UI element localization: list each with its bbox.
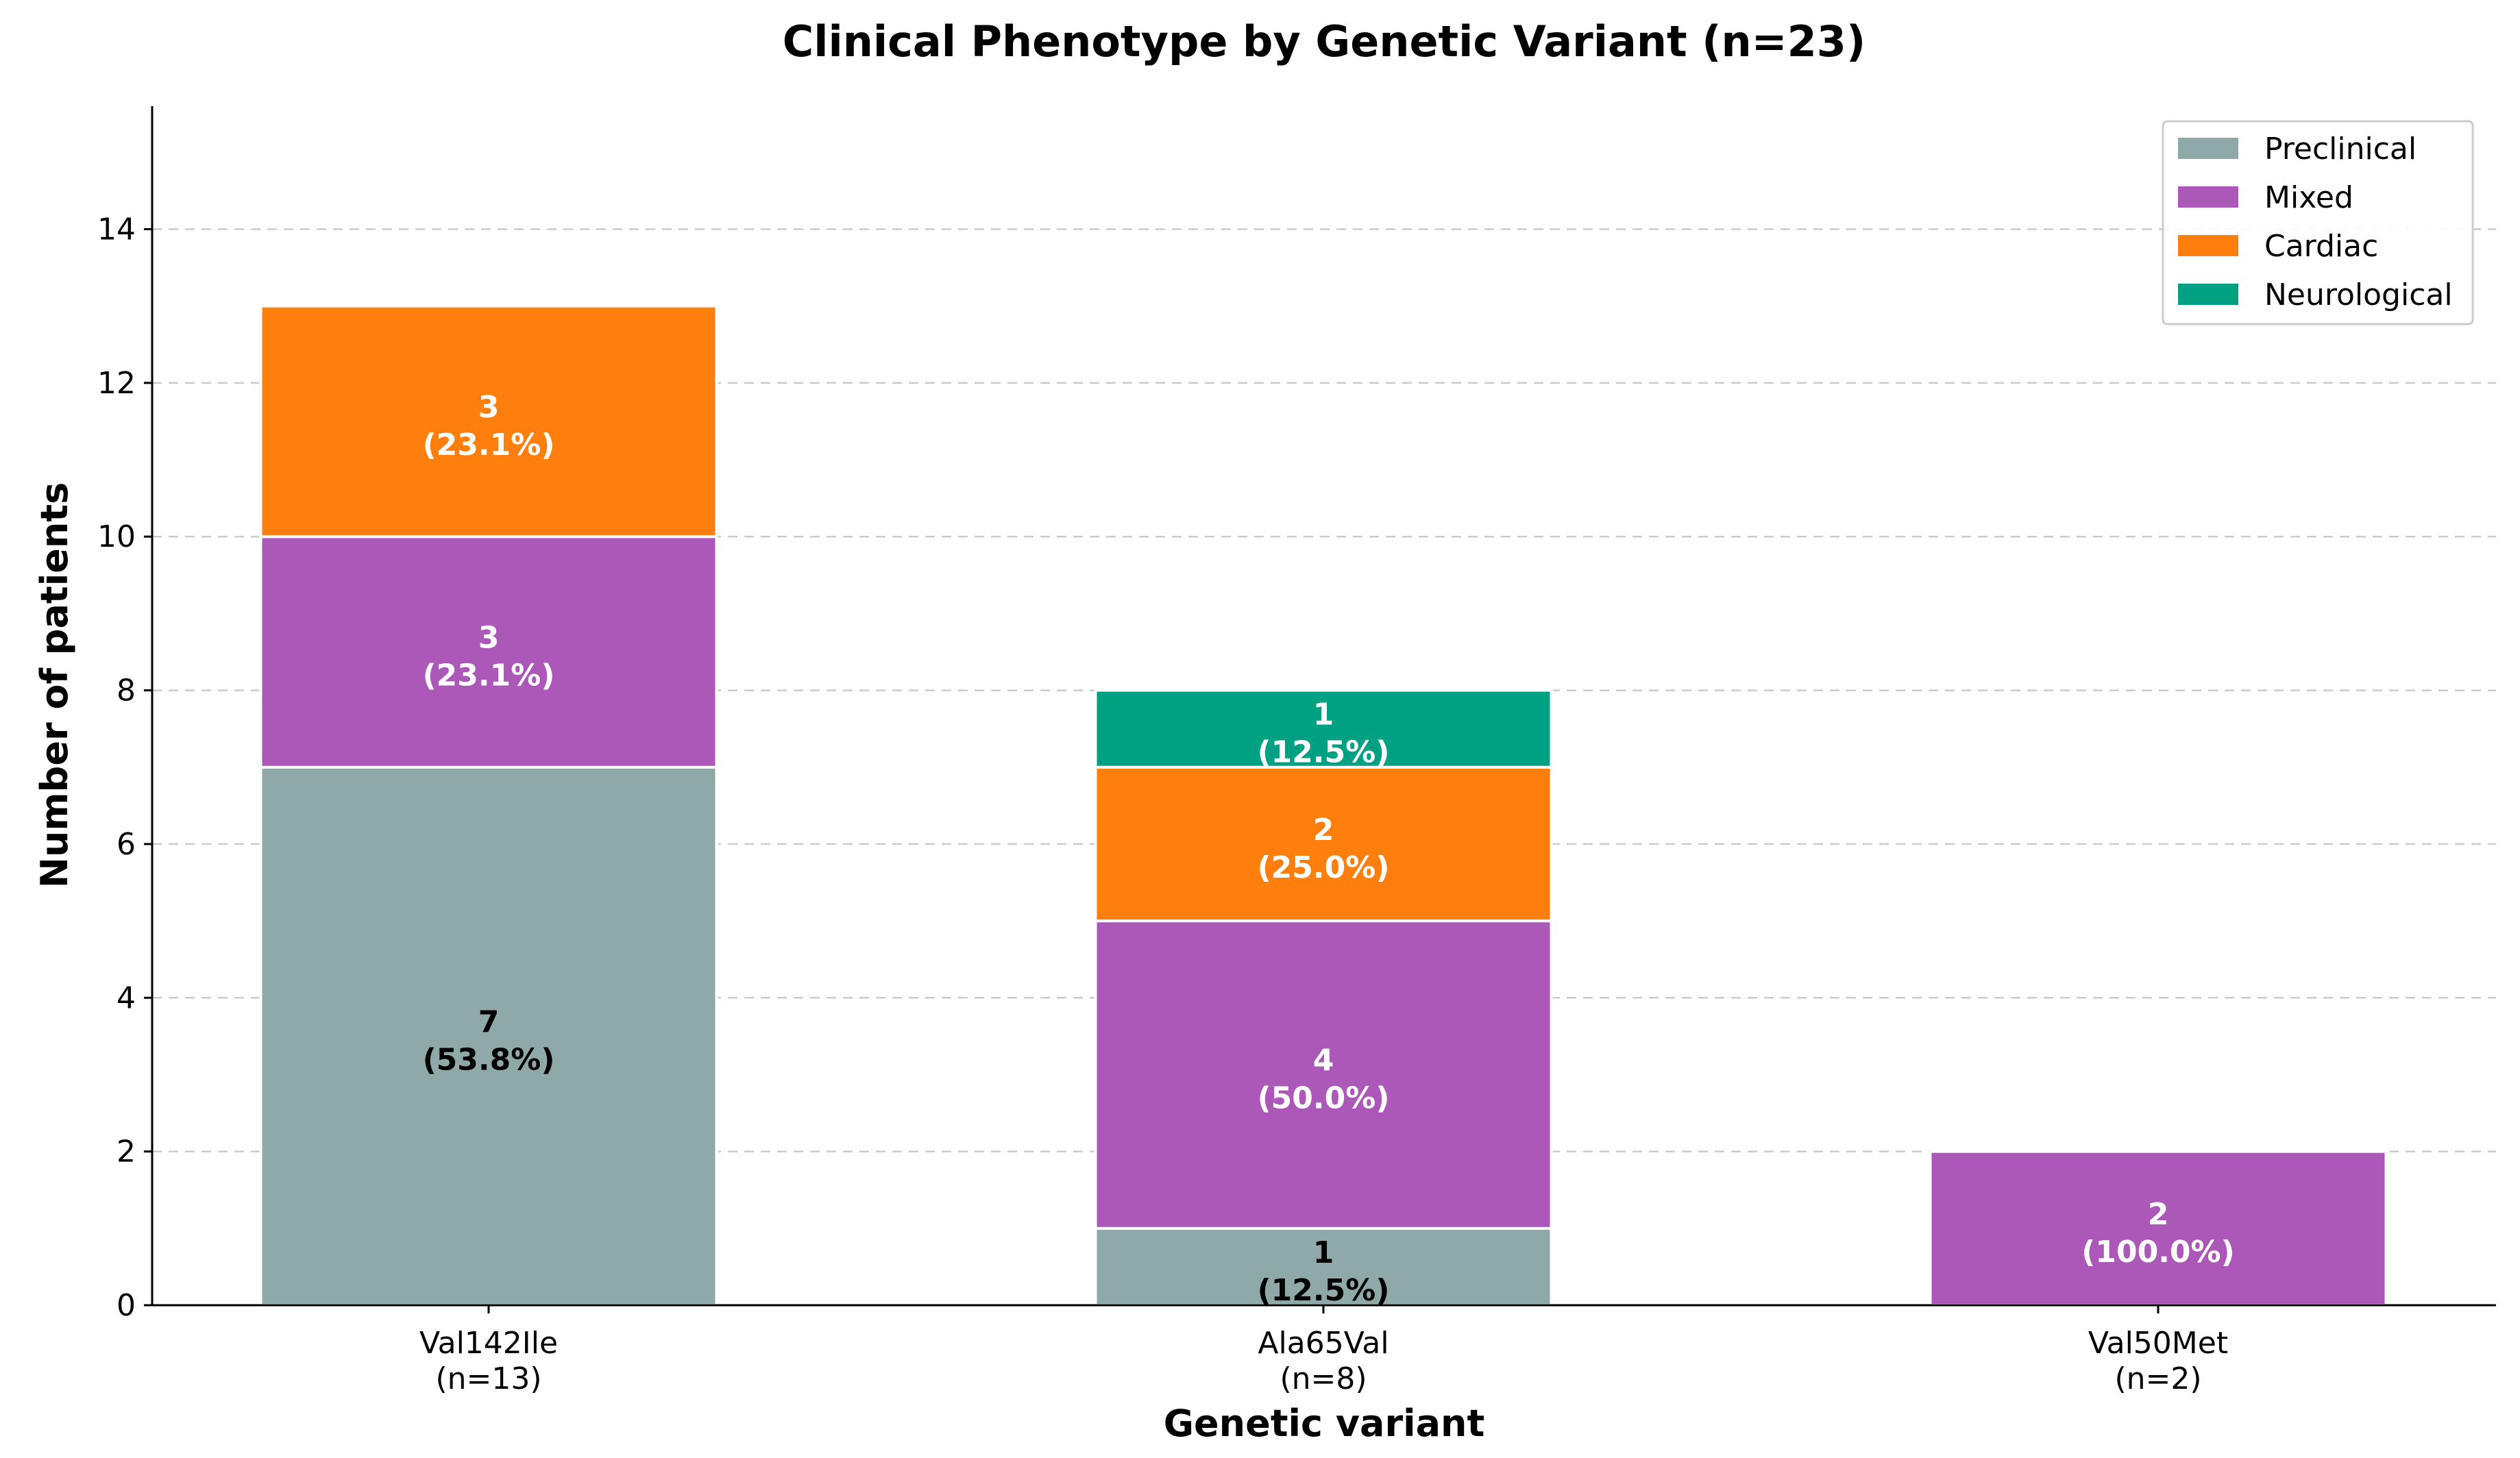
y-tick-label: 8 [117, 674, 136, 708]
y-tick-label: 10 [97, 519, 136, 554]
bar-segment-preclinical [259, 765, 718, 1307]
y-axis-label: Number of patients [33, 482, 76, 888]
legend-label: Neurological [2264, 277, 2453, 312]
bar-segment-cardiac [259, 304, 718, 539]
bar-percent-label: (23.1%) [423, 428, 555, 462]
y-tick-label: 6 [117, 827, 136, 862]
y-tick-label: 0 [117, 1288, 136, 1323]
bar-value-label: 4 [1313, 1043, 1334, 1078]
bar-percent-label: (25.0%) [1258, 850, 1390, 885]
bar-segment-preclinical [1094, 1226, 1553, 1307]
x-axis-label: Genetic variant [1164, 1402, 1485, 1445]
bar-segment-mixed [259, 535, 718, 769]
bar-segment-neurological [1094, 689, 1553, 769]
x-tick-sublabel: (n=2) [2114, 1361, 2201, 1396]
y-tick-label: 2 [117, 1135, 136, 1170]
y-tick-label: 4 [117, 980, 136, 1015]
bar-value-label: 3 [478, 620, 500, 655]
bar-segment-cardiac [1094, 765, 1553, 923]
bar-value-label: 2 [2148, 1197, 2169, 1232]
legend-label: Cardiac [2264, 229, 2378, 264]
legend-swatch-neurological [2178, 284, 2238, 305]
legend-frame [2162, 120, 2474, 325]
bar-percent-label: (23.1%) [423, 658, 555, 693]
y-tick-label: 12 [97, 366, 136, 401]
legend-label: Mixed [2264, 180, 2353, 215]
legend-swatch-preclinical [2178, 138, 2238, 159]
bar-value-label: 7 [478, 1004, 500, 1039]
y-tick-label: 14 [97, 212, 136, 247]
legend-swatch-cardiac [2178, 235, 2238, 256]
axes-layer: 02468101214Val142Ile(n=13)Ala65Val(n=8)V… [97, 106, 2496, 1396]
x-tick-label: Ala65Val [1258, 1326, 1389, 1361]
x-tick-label: Val142Ile [419, 1326, 558, 1361]
bar-percent-label: (53.8%) [423, 1042, 555, 1077]
x-tick-sublabel: (n=8) [1280, 1361, 1367, 1396]
bar-percent-label: (100.0%) [2081, 1235, 2234, 1270]
legend-label: Preclinical [2264, 132, 2417, 166]
bar-labels-layer: 7(53.8%)3(23.1%)3(23.1%)1(12.5%)4(50.0%)… [423, 390, 2235, 1308]
bar-percent-label: (12.5%) [1258, 735, 1390, 770]
bar-segment-mixed [1929, 1150, 2388, 1307]
bar-value-label: 1 [1313, 1235, 1334, 1270]
x-tick-sublabel: (n=13) [435, 1361, 541, 1396]
bar-value-label: 3 [478, 390, 500, 425]
bars-layer [259, 304, 2388, 1307]
bar-value-label: 2 [1313, 813, 1334, 848]
chart-title: Clinical Phenotype by Genetic Variant (n… [783, 16, 1866, 66]
legend: Preclinical Mixed Cardiac Neurological [2162, 120, 2474, 325]
legend-swatch-mixed [2178, 186, 2238, 208]
bar-segment-mixed [1094, 919, 1553, 1230]
bar-percent-label: (12.5%) [1258, 1273, 1390, 1308]
bar-value-label: 1 [1313, 697, 1334, 732]
bar-percent-label: (50.0%) [1258, 1080, 1390, 1115]
x-tick-label: Val50Met [2088, 1326, 2228, 1361]
